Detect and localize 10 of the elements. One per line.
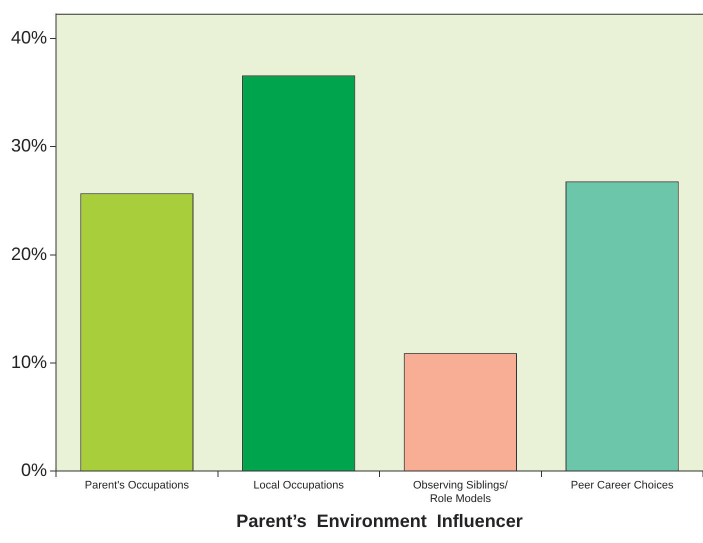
x-tick-label: Local Occupations (253, 480, 344, 492)
x-tick-label: Parent's Occupations (84, 480, 190, 492)
x-tick-label: Observing Siblings/ Role Models (412, 480, 509, 505)
y-tick-label: 0% (21, 460, 48, 480)
x-axis-title: Parent’s Environment Influencer (236, 511, 523, 532)
y-tick-label: 20% (10, 244, 48, 264)
y-tick-label: 40% (10, 28, 48, 48)
x-tick-label: Peer Career Choices (570, 480, 674, 492)
y-tick-label: 30% (10, 136, 48, 156)
y-tick-label: 10% (10, 352, 48, 372)
